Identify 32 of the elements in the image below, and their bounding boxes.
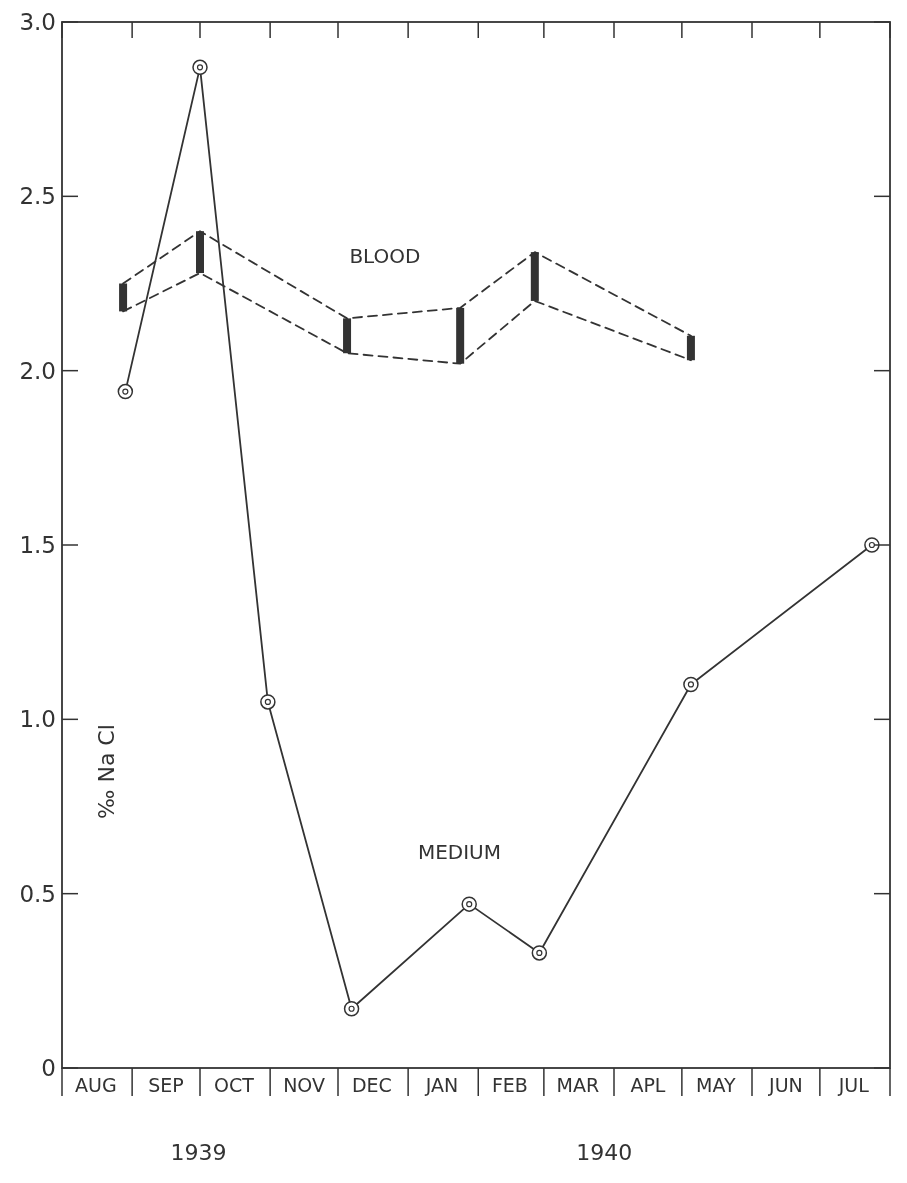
point [192,59,208,76]
x-tick-label: JUL [837,1074,870,1096]
x-tick-label: DEC [351,1074,392,1096]
x-tick-label: OCT [214,1074,255,1096]
point [461,896,477,912]
point [531,945,548,961]
y-tick-label: 0.5 [19,880,56,907]
y-tick-label: 2.0 [19,357,56,384]
point [117,383,134,400]
y-tick-label: 1.0 [19,706,56,733]
point [683,676,699,693]
y-tick-label: 1.5 [19,532,56,558]
x-tick-label: MAR [556,1074,600,1096]
x-tick-label: SEP [148,1074,184,1096]
point [260,694,276,710]
text: 1939 [170,1140,227,1165]
x-tick-label: AUG [75,1074,117,1096]
y-tick-label: 3.0 [19,9,56,35]
x-tick-label: APL [630,1074,666,1096]
x-tick-label: FEB [491,1074,528,1096]
x-tick-label: JUN [768,1074,803,1096]
y-tick-label: 2.5 [19,183,56,210]
x-tick-label: MAY [696,1074,736,1096]
text: BLOOD [349,243,421,268]
x-tick-label: JAN [424,1074,459,1096]
y-tick-label: 0 [41,1055,56,1081]
point [864,537,880,553]
text: 1940 [576,1140,633,1165]
point [343,1000,360,1017]
y-axis-title: ‰ Na Cl [94,724,119,820]
x-tick-label: NOV [283,1074,325,1096]
text: MEDIUM [417,839,501,864]
